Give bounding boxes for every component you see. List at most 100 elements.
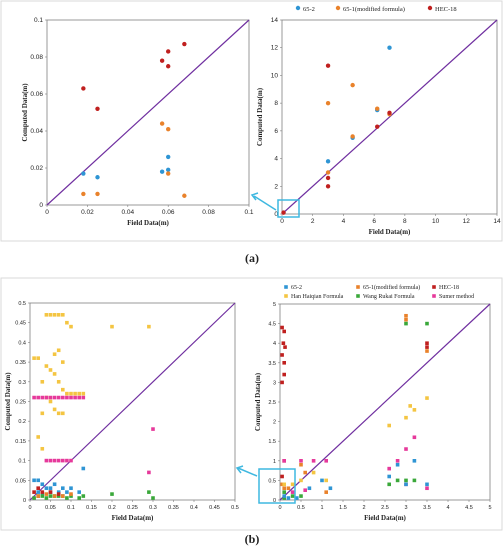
data-point	[387, 423, 391, 428]
data-point	[404, 482, 408, 487]
data-point	[280, 353, 284, 357]
data-point	[286, 486, 291, 491]
legend-label: Sumer method	[439, 294, 474, 300]
data-point	[159, 121, 165, 126]
data-point	[182, 193, 187, 198]
data-point	[81, 191, 86, 197]
data-point	[290, 494, 295, 498]
y-tick-label: 12	[271, 45, 279, 52]
data-point	[166, 171, 171, 176]
data-point	[282, 494, 286, 498]
y-tick-label: 0	[273, 498, 276, 504]
legend-marker	[432, 285, 436, 289]
x-tick-label: 5	[488, 505, 491, 511]
data-point	[95, 191, 100, 197]
x-tick-label: 0	[278, 505, 281, 511]
data-point	[282, 490, 286, 494]
data-point	[65, 320, 69, 325]
data-point	[52, 494, 57, 498]
data-point	[147, 324, 151, 329]
data-point	[32, 490, 36, 494]
x-tick-label: 3	[404, 505, 407, 511]
y-tick-label: 14	[271, 17, 279, 24]
y-tick-label: 4.5	[268, 322, 276, 328]
data-point	[412, 435, 417, 440]
data-point	[61, 411, 65, 416]
data-point	[311, 470, 316, 475]
data-point	[166, 154, 171, 160]
data-point	[52, 372, 57, 376]
y-tick-label: 0	[23, 498, 26, 504]
x-tick-label: 0.5	[297, 505, 305, 511]
data-point	[151, 496, 155, 500]
data-point	[44, 492, 49, 496]
data-point	[290, 490, 295, 494]
data-point	[325, 170, 331, 175]
equality-line	[29, 302, 236, 501]
data-point	[65, 490, 69, 494]
x-tick-label: 1.5	[339, 505, 347, 511]
data-point	[110, 492, 114, 496]
data-point	[36, 494, 40, 498]
panel-a-frame	[0, 0, 503, 242]
data-point	[280, 325, 284, 330]
data-point	[40, 494, 45, 498]
x-tick-label: 8	[403, 218, 407, 225]
data-point	[44, 458, 49, 463]
data-point	[56, 348, 61, 353]
data-point	[81, 86, 86, 91]
data-point	[395, 478, 400, 483]
x-tick-label: 0	[28, 505, 31, 511]
legend-marker	[284, 294, 288, 298]
data-point	[159, 169, 165, 174]
data-point	[412, 478, 417, 483]
data-point	[36, 395, 40, 400]
data-point	[166, 167, 171, 173]
data-point	[325, 184, 331, 189]
data-point	[328, 486, 333, 491]
data-point	[425, 341, 429, 345]
data-point	[166, 126, 171, 132]
data-point	[387, 474, 391, 479]
y-axis-label: Computed Data(m)	[256, 87, 264, 146]
x-tick-label: 0.08	[202, 209, 215, 216]
data-point	[40, 446, 45, 451]
data-point	[404, 313, 408, 318]
data-point	[40, 411, 45, 416]
data-point	[311, 459, 316, 463]
legend-marker	[335, 5, 341, 11]
y-tick-label: 3	[273, 380, 276, 386]
data-point	[182, 41, 187, 47]
data-point	[81, 395, 86, 400]
data-point	[325, 63, 331, 68]
panel-b-label: (b)	[245, 532, 260, 546]
data-point	[299, 459, 303, 463]
y-tick-label: 0.02	[30, 165, 43, 172]
x-tick-label: 0.35	[168, 505, 179, 511]
x-tick-label: 2	[311, 218, 315, 225]
data-point	[412, 408, 417, 412]
y-tick-label: 2	[274, 183, 278, 190]
data-point	[425, 349, 429, 353]
panel-b-frame	[0, 277, 503, 531]
data-point	[48, 313, 53, 317]
legend-marker	[427, 5, 433, 11]
data-point	[48, 486, 53, 490]
data-point	[48, 490, 53, 494]
data-point	[281, 210, 286, 215]
data-point	[40, 482, 45, 487]
data-point	[52, 352, 57, 357]
y-tick-label: 0.08	[30, 54, 43, 61]
zoom-box-b	[258, 468, 296, 504]
data-point	[281, 341, 286, 345]
data-point	[32, 478, 36, 483]
y-tick-label: 0.1	[34, 17, 43, 24]
y-tick-label: 5	[273, 302, 276, 308]
y-axis-label: Computed Data(m)	[21, 83, 29, 142]
data-point	[325, 175, 331, 181]
data-point	[283, 345, 287, 349]
data-point	[61, 494, 65, 498]
data-point	[290, 482, 295, 487]
x-tick-label: 3.5	[423, 505, 431, 511]
data-point	[77, 395, 81, 400]
